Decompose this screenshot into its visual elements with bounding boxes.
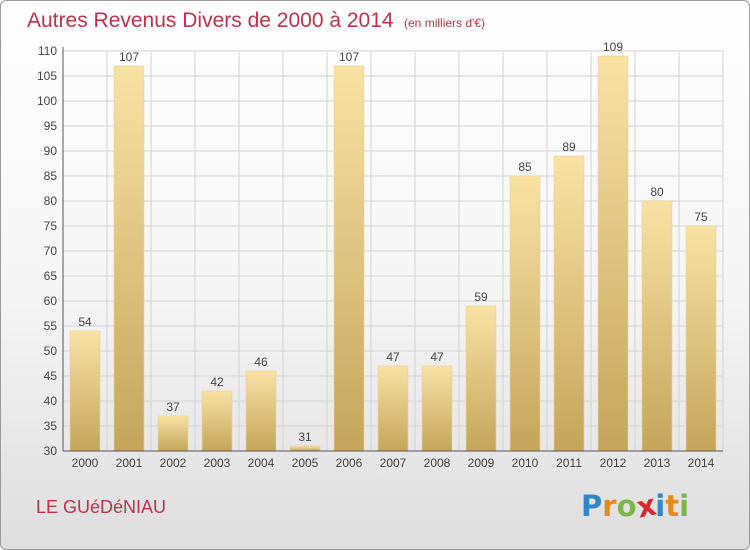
y-tick-label: 105	[37, 69, 57, 83]
data-label: 37	[166, 400, 180, 414]
y-tick-label: 70	[44, 244, 58, 258]
bar-2011	[553, 155, 585, 452]
commune-name: LE GUéDéNIAU	[36, 497, 167, 517]
data-label: 59	[474, 290, 488, 304]
axis-layer: 30 35 40 45 50 55 60 65 70 75 80 85 90 95 100 105 110 200…	[37, 44, 723, 470]
data-label: 46	[254, 355, 268, 369]
y-tick-label: 40	[44, 394, 58, 408]
logo-letter: r	[602, 489, 617, 523]
bar-2013	[641, 200, 673, 452]
y-tick-label: 35	[44, 419, 58, 433]
bar-2004	[245, 370, 277, 452]
x-tick-label: 2005	[292, 456, 319, 470]
y-tick-label: 110	[38, 44, 57, 58]
bar-2001	[113, 65, 145, 452]
logo-letter: i	[655, 489, 666, 523]
chart-title: Autres Revenus Divers de 2000 à 2014 (en…	[27, 9, 485, 33]
bar-2008	[421, 365, 453, 452]
logo-letter: i	[679, 489, 690, 523]
label-layer: 54 107 37 42 46 31 107 47 47 59 85 89 109 80 75	[78, 40, 708, 444]
x-tick-label: 2006	[336, 456, 363, 470]
y-tick-label: 85	[44, 169, 58, 183]
x-tick-label: 2011	[556, 456, 582, 470]
bar-2014	[685, 225, 717, 452]
chart-title-unit: (en milliers d'€)	[404, 16, 485, 30]
x-tick-label: 2008	[424, 456, 451, 470]
bar-2005	[289, 445, 321, 452]
x-tick-label: 2001	[116, 456, 143, 470]
bar-layer	[69, 55, 717, 452]
data-label: 47	[430, 350, 444, 364]
y-tick-label: 55	[44, 319, 58, 333]
data-label: 47	[386, 350, 400, 364]
y-tick-label: 30	[44, 444, 58, 458]
x-tick-label: 2013	[644, 456, 671, 470]
y-tick-label: 50	[44, 344, 58, 358]
logo-letter: P	[581, 489, 603, 523]
chart-title-main: Autres Revenus Divers de 2000 à 2014	[27, 9, 394, 32]
y-tick-label: 75	[44, 219, 58, 233]
bar-2009	[465, 305, 497, 452]
data-label: 85	[518, 160, 532, 174]
bar-2002	[157, 415, 189, 452]
x-tick-label: 2012	[600, 456, 627, 470]
data-label: 89	[562, 140, 576, 154]
data-label: 42	[210, 375, 224, 389]
proxiti-logo: Proxiti	[581, 487, 690, 524]
y-tick-label: 95	[44, 119, 58, 133]
bar-2006	[333, 65, 365, 452]
data-label: 107	[119, 50, 139, 64]
y-tick-label: 100	[37, 94, 57, 108]
bar-2010	[509, 175, 541, 452]
data-label: 107	[339, 50, 359, 64]
y-tick-label: 80	[44, 194, 58, 208]
x-tick-label: 2007	[380, 456, 407, 470]
bar-2012	[597, 55, 629, 452]
data-label: 109	[603, 40, 623, 54]
logo-letter: t	[665, 489, 680, 523]
data-label: 54	[78, 315, 92, 329]
logo-letter: o	[616, 489, 637, 523]
bar-2007	[377, 365, 409, 452]
x-tick-label: 2000	[72, 456, 99, 470]
x-tick-label: 2009	[468, 456, 495, 470]
x-tick-label: 2010	[512, 456, 539, 470]
data-label: 75	[694, 210, 708, 224]
x-tick-label: 2004	[248, 456, 275, 470]
y-tick-label: 65	[44, 269, 58, 283]
y-tick-label: 90	[44, 144, 58, 158]
data-label: 31	[298, 430, 312, 444]
data-label: 80	[650, 185, 664, 199]
x-tick-label: 2003	[204, 456, 231, 470]
y-tick-label: 60	[44, 294, 58, 308]
bar-2000	[69, 330, 101, 452]
x-tick-label: 2014	[688, 456, 715, 470]
y-tick-label: 45	[44, 369, 58, 383]
x-tick-label: 2002	[160, 456, 187, 470]
bar-2003	[201, 390, 233, 452]
